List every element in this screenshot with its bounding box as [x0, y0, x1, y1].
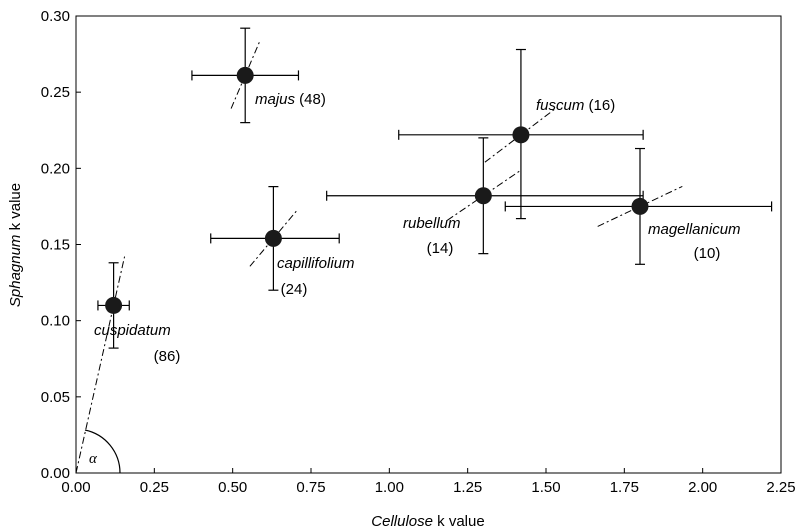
x-tick-label-0: 0.00 — [61, 479, 90, 496]
data-points — [105, 66, 649, 314]
point-capillifolium — [264, 229, 282, 247]
point-majus — [236, 66, 254, 84]
x-tick-label-2: 0.50 — [218, 479, 247, 496]
point-cuspidatum — [105, 296, 123, 314]
label-n-magellanicum: (10) — [694, 245, 721, 262]
label-majus: majus (48) — [255, 91, 326, 108]
label-fuscum: fuscum (16) — [536, 97, 615, 114]
label-species-majus: majus — [255, 91, 296, 108]
alpha-label: α — [89, 451, 98, 467]
y-tick-label-3: 0.15 — [41, 237, 70, 254]
angle-arc — [84, 429, 121, 474]
y-tick-label-4: 0.20 — [41, 160, 70, 177]
error-bars — [97, 27, 773, 349]
trend-line-origin — [75, 256, 126, 474]
label-n-rubellum: (14) — [427, 240, 454, 257]
y-tick-label-2: 0.10 — [41, 313, 70, 330]
x-tick-label-9: 2.25 — [766, 479, 795, 496]
point-magellanicum — [631, 197, 649, 215]
y-axis-label-italic: Sphagnum — [7, 235, 24, 308]
label-species-fuscum: fuscum — [536, 97, 584, 114]
x-tick-label-1: 0.25 — [140, 479, 169, 496]
y-tick-label-0: 0.00 — [41, 465, 70, 482]
x-tick-label-5: 1.25 — [453, 479, 482, 496]
label-n-capillifolium: (24) — [281, 281, 308, 298]
y-tick-label-1: 0.05 — [41, 389, 70, 406]
point-rubellum — [474, 187, 492, 205]
x-axis-label-italic: Cellulose — [371, 513, 433, 530]
label-magellanicum: magellanicum — [648, 221, 741, 238]
y-tick-label-6: 0.30 — [41, 8, 70, 25]
x-tick-label-4: 1.00 — [375, 479, 404, 496]
label-n-cuspidatum: (86) — [154, 348, 181, 365]
label-capillifolium: capillifolium — [277, 255, 355, 272]
x-axis-label-rest: k value — [433, 513, 485, 530]
label-rubellum: rubellum — [403, 215, 461, 232]
x-tick-label-6: 1.50 — [531, 479, 560, 496]
point-labels: cuspidatum (86) capillifolium (24) majus (48… — [94, 91, 741, 365]
x-tick-label-8: 2.00 — [688, 479, 717, 496]
label-n-majus: (48) — [295, 91, 326, 108]
x-tick-label-7: 1.75 — [610, 479, 639, 496]
angle-annotation: α — [84, 429, 121, 474]
axis-ticks: 0.00 0.25 0.50 0.75 1.00 1.25 1.50 1.75 2.00 2.25… — [41, 8, 796, 496]
x-axis-label: Cellulose k value — [371, 513, 484, 530]
label-cuspidatum: cuspidatum — [94, 322, 171, 339]
y-axis-label: Sphagnum k value — [7, 183, 24, 307]
y-axis-label-rest: k value — [7, 183, 24, 235]
point-fuscum — [512, 126, 530, 144]
y-tick-label-5: 0.25 — [41, 84, 70, 101]
label-n-fuscum: (16) — [584, 97, 615, 114]
x-tick-label-3: 0.75 — [296, 479, 325, 496]
